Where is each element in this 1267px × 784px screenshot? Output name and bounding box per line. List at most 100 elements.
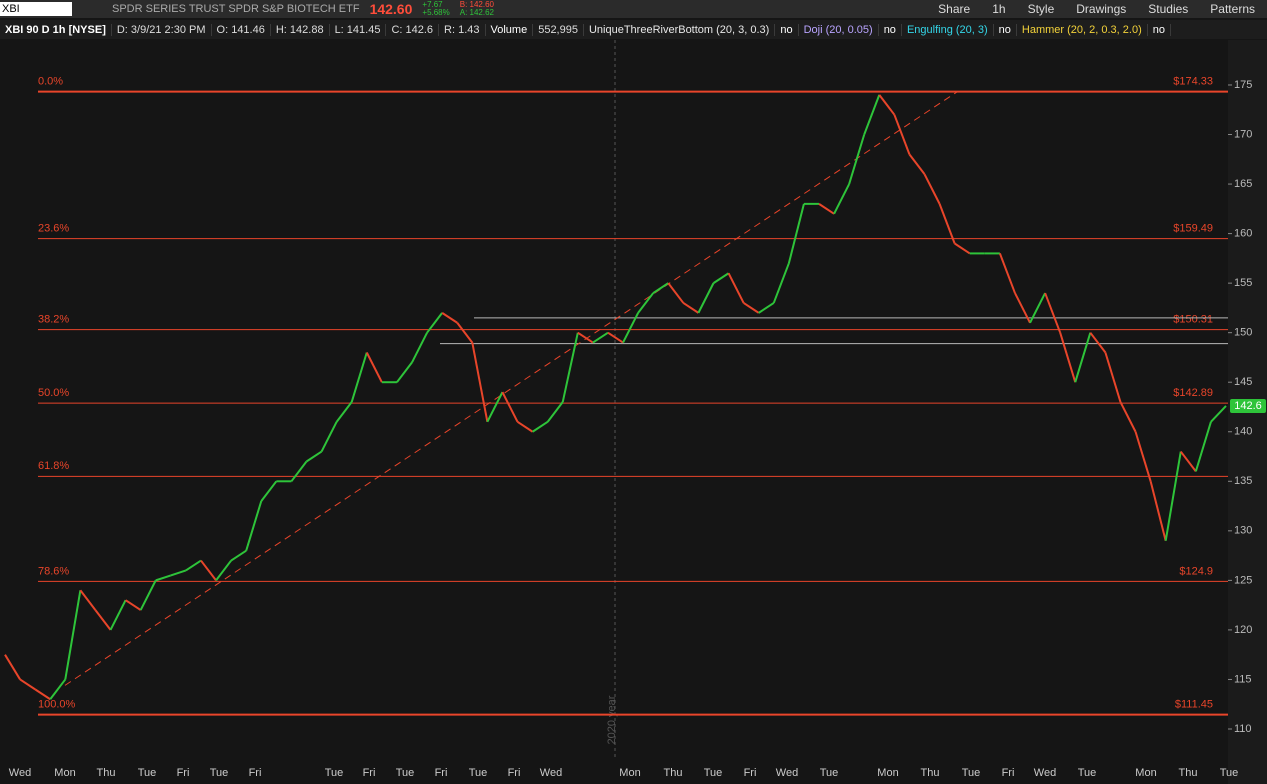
toolbar-buttons: Share 1h Style Drawings Studies Patterns <box>938 2 1267 16</box>
x-tick-label: Mon <box>619 767 640 779</box>
price-segment <box>1119 401 1137 433</box>
study-name: UniqueThreeRiverBottom (20, 3, 0.3) <box>584 23 776 36</box>
price-segment <box>712 272 730 284</box>
toolbar-button[interactable]: 1h <box>992 2 1006 16</box>
toolbar-button[interactable]: Patterns <box>1210 2 1255 16</box>
price-segment <box>682 302 699 314</box>
toolbar-button[interactable]: Studies <box>1148 2 1189 16</box>
price-segment <box>998 253 1016 294</box>
last-price: 142.60 <box>369 1 413 17</box>
toolbar-button[interactable]: Style <box>1027 2 1055 16</box>
fib-pct: 61.8% <box>38 460 69 472</box>
fib-price: $159.49 <box>1173 223 1213 235</box>
price-segment <box>155 574 172 582</box>
high: H: 142.88 <box>271 23 330 36</box>
price-segment <box>697 282 715 314</box>
price-segment <box>19 678 36 691</box>
price-segment <box>79 589 97 611</box>
price-segment <box>396 361 413 383</box>
price-segment <box>49 678 67 700</box>
price-segment <box>787 203 805 264</box>
price-segment <box>320 421 338 453</box>
change-box: +7.67 +5.68% <box>422 1 449 17</box>
x-tick-label: Fri <box>435 767 448 779</box>
x-tick-label: Wed <box>1034 767 1056 779</box>
y-tick-label: 160 <box>1234 228 1252 240</box>
price-segment <box>1149 481 1167 541</box>
price-segment <box>1074 332 1092 383</box>
y-tick-label: 175 <box>1234 79 1252 91</box>
x-tick-label: Tue <box>1078 767 1097 779</box>
price-segment <box>200 559 217 581</box>
price-segment <box>486 391 504 423</box>
fib-pct: 78.6% <box>38 565 69 577</box>
info-bar: XBI 90 D 1h [NYSE] D: 3/9/21 2:30 PM O: … <box>0 20 1267 39</box>
x-tick-label: Tue <box>469 767 488 779</box>
price-segment <box>230 549 247 562</box>
price-segment <box>350 352 368 403</box>
price-segment <box>848 134 866 185</box>
toolbar: XBI SPDR SERIES TRUST SPDR S&P BIOTECH E… <box>0 0 1267 18</box>
price-segment <box>305 450 323 463</box>
study-name: Hammer (20, 2, 0.3, 2.0) <box>1017 23 1148 36</box>
price-segment <box>290 460 308 482</box>
last-price-box <box>1230 398 1266 413</box>
price-segment <box>546 401 564 423</box>
description: SPDR SERIES TRUST SPDR S&P BIOTECH ETF <box>112 3 360 15</box>
study-status: no <box>879 23 902 36</box>
y-tick-label: 110 <box>1234 723 1252 735</box>
toolbar-button[interactable]: Drawings <box>1076 2 1127 16</box>
y-tick-label: 145 <box>1234 376 1252 388</box>
fib-price: $174.33 <box>1173 76 1213 88</box>
price-segment <box>64 590 82 680</box>
y-tick-label: 130 <box>1234 525 1252 537</box>
study-status: no <box>994 23 1017 36</box>
price-segment <box>94 609 112 631</box>
price-segment <box>516 421 534 433</box>
price-segment <box>1044 292 1062 334</box>
volume-label: Volume <box>486 23 534 36</box>
toolbar-button[interactable]: Share <box>938 2 971 16</box>
y-tick-label: 120 <box>1234 624 1252 636</box>
bid: B: 142.60 <box>459 0 494 9</box>
x-tick-label: Wed <box>540 767 562 779</box>
price-segment <box>652 282 669 294</box>
x-tick-label: Thu <box>664 767 683 779</box>
x-tick-label: Wed <box>776 767 798 779</box>
x-tick-label: Tue <box>210 767 229 779</box>
symbol-input[interactable]: XBI <box>0 2 72 16</box>
x-tick-label: Fri <box>1002 767 1015 779</box>
ask: A: 142.62 <box>459 8 494 17</box>
change-pct: +5.68% <box>422 8 450 17</box>
price-segment <box>532 421 549 433</box>
x-tick-label: Tue <box>962 767 981 779</box>
price-segment <box>426 312 443 334</box>
range: R: 1.43 <box>439 23 486 36</box>
study-status: no <box>1148 23 1171 36</box>
y-tick-label: 165 <box>1234 178 1252 190</box>
price-segment <box>1059 332 1077 383</box>
fib-pct: 100.0% <box>38 699 76 711</box>
x-tick-label: Tue <box>1220 767 1239 779</box>
price-segment <box>893 114 911 155</box>
x-tick-label: Tue <box>138 767 157 779</box>
price-segment <box>471 342 489 423</box>
y-tick-label: 155 <box>1234 277 1252 289</box>
x-tick-label: Fri <box>363 767 376 779</box>
price-segment <box>577 331 594 344</box>
price-segment <box>833 183 851 215</box>
price-segment <box>667 282 685 304</box>
fib-price: $111.45 <box>1175 699 1213 711</box>
price-segment <box>411 332 428 363</box>
y-tick-label: 140 <box>1234 426 1252 438</box>
price-segment <box>501 391 519 423</box>
x-tick-label: Fri <box>177 767 190 779</box>
study-name: Engulfing (20, 3) <box>902 23 994 36</box>
price-segment <box>365 352 383 383</box>
price-segment <box>139 579 157 611</box>
price-segment <box>1134 431 1152 482</box>
fib-pct: 23.6% <box>38 223 69 235</box>
price-segment <box>1089 332 1107 354</box>
quote-box: B: 142.60 A: 142.62 <box>460 1 494 17</box>
